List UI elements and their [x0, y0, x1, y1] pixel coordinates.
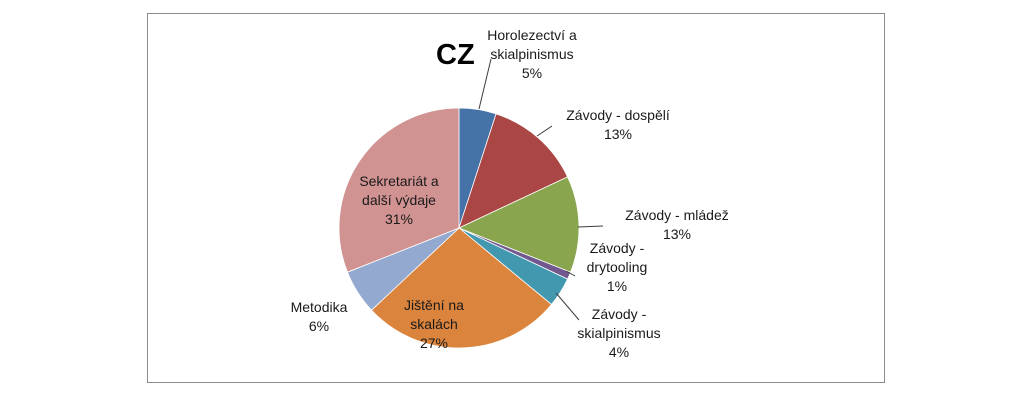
slice-value-label: 1% [607, 278, 627, 294]
slice-value-label: 31% [385, 211, 413, 227]
chart-title: CZ [436, 39, 475, 71]
slice-name-label: Jištění na [404, 297, 464, 313]
leader-line-zavody-drytooling [565, 270, 576, 277]
slice-label-zavody-drytooling: Závody - drytooling 1% [587, 240, 648, 294]
leader-line-zavody-skialpinismus [555, 292, 580, 321]
slice-value-label: 4% [609, 344, 629, 360]
leader-lines [478, 58, 604, 321]
pie-slice-jisteni-na-skalach [370, 227, 553, 349]
slice-value-label: 13% [663, 226, 691, 242]
pie-slice-sekretariat-a-dalsi-vydaje [338, 107, 460, 273]
slice-label-horolezectvi-a-skialpinismus: Horolezectví a skialpinismus 5% [487, 27, 577, 81]
slice-name-label: Závody - [592, 306, 647, 322]
pie-slice-zavody-mladez [457, 176, 580, 273]
slice-name-label: Závody - dospělí [566, 107, 670, 123]
leader-line-horolezectvi-a-skialpinismus [478, 58, 492, 110]
leader-line-zavody-mladez [577, 225, 604, 228]
slice-name-label: Sekretariát a [359, 173, 439, 189]
slice-name-label: Horolezectví a [487, 27, 577, 43]
slice-name-label: Závody - mládež [625, 207, 728, 223]
slice-value-label: 5% [522, 65, 542, 81]
slice-name-label: drytooling [587, 259, 648, 275]
slice-label-zavody-skialpinismus: Závody - skialpinismus 4% [577, 306, 660, 360]
slice-value-label: 27% [420, 335, 448, 351]
slice-label-zavody-mladez: Závody - mládež 13% [625, 207, 728, 242]
slice-label-metodika: Metodika 6% [291, 299, 348, 334]
leader-line-zavody-dospeli [536, 125, 553, 137]
slice-label-jisteni-na-skalach: Jištění na skalách 27% [404, 297, 464, 351]
pie-slice-zavody-dospeli [458, 113, 569, 229]
slice-name-label: skalách [410, 316, 457, 332]
slice-value-label: 13% [604, 126, 632, 142]
slice-name-label: Metodika [291, 299, 348, 315]
slice-label-zavody-dospeli: Závody - dospělí 13% [566, 107, 670, 142]
slice-labels: Horolezectví a skialpinismus 5% Závody - do… [291, 27, 729, 360]
pie-slices [338, 107, 580, 349]
chart-area: CZ Horolezectví a skialpinismus 5% Závody -… [147, 13, 885, 383]
slice-name-label: skialpinismus [490, 46, 573, 62]
slice-name-label: další výdaje [362, 192, 436, 208]
slice-name-label: Závody - [590, 240, 645, 256]
slice-value-label: 6% [309, 318, 329, 334]
pie-chart: CZ Horolezectví a skialpinismus 5% Závody -… [291, 27, 729, 360]
slice-name-label: skialpinismus [577, 325, 660, 341]
slice-label-sekretariat-a-dalsi-vydaje: Sekretariát a další výdaje 31% [359, 173, 439, 227]
